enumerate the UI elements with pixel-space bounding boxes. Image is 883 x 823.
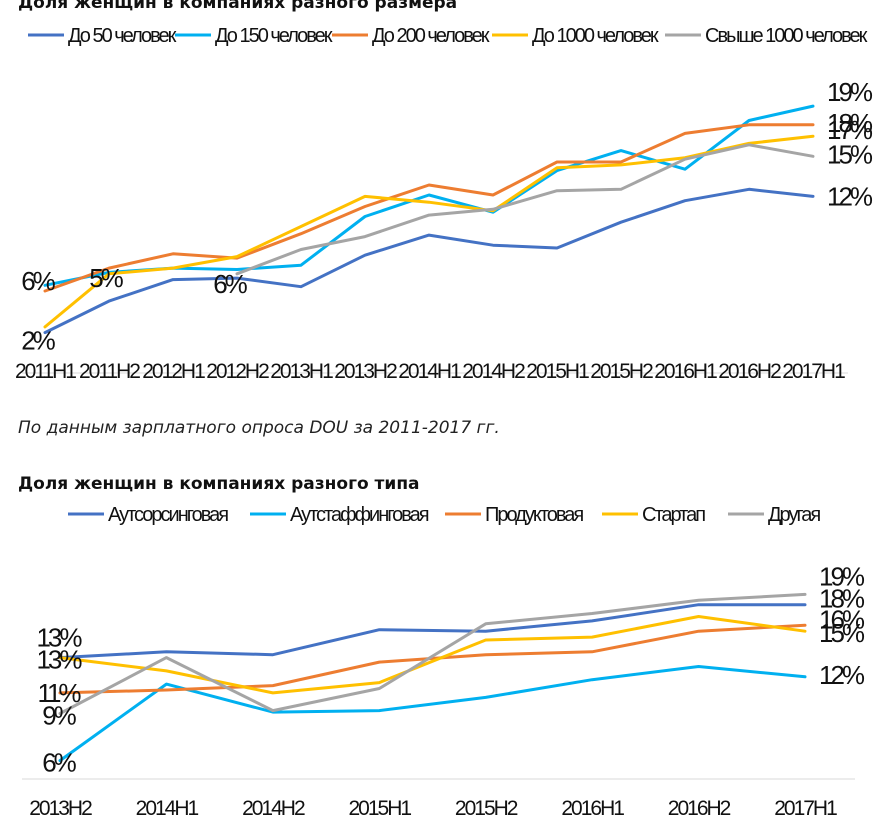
chart1-x-tick: 2017H1 [782,360,845,383]
chart2-data-label: 6% [42,748,76,778]
chart1-data-label: 18% [827,108,873,138]
chart2-data-label: 9% [42,701,76,731]
chart2-legend-label: Продуктовая [485,504,583,526]
chart1-data-label: 6% [21,266,55,296]
chart2-data-label: 13% [36,645,82,675]
chart2-data-label: 18% [819,584,865,614]
chart1-legend-label: До 1000 человек [532,25,659,47]
chart1-data-label: 15% [827,139,873,169]
chart2-x-tick: 2014H2 [242,797,305,820]
chart1-series-line [43,123,815,293]
chart1-x-tick: 2014H2 [462,360,525,383]
chart1-data-label: 12% [827,181,873,211]
chart2-legend-label: Аутсорсинговая [108,504,228,526]
chart1-x-tick: 2014H1 [398,360,461,383]
chart1-x-tick: 2016H2 [718,360,781,383]
chart1-data-label: 5% [89,263,123,293]
chart2-legend-label: Стартап [642,504,705,526]
chart2-legend-label: Другая [768,504,820,526]
chart2-series-line [58,592,807,715]
chart1-legend-label: До 150 человек [215,25,333,47]
chart1-title: Доля женщин в компаниях разного размера [18,0,458,13]
chart2-data-label: 12% [819,660,865,690]
chart2-x-tick: 2015H1 [349,797,412,820]
chart2-x-tick: 2016H2 [668,797,731,820]
chart1-x-tick: 2013H1 [270,360,333,383]
chart1-x-tick: 2016H1 [654,360,717,383]
chart1-x-tick: 2015H2 [590,360,653,383]
chart2-x-tick: 2017H1 [774,797,837,820]
chart1-legend-label: Свыше 1000 человек [705,25,868,47]
chart2-x-tick: 2014H1 [136,797,199,820]
chart1-x-tick: 2013H2 [334,360,397,383]
chart1-x-tick: 2011H2 [79,360,140,383]
source-note: По данным зарплатного опроса DOU за 2011… [18,418,500,438]
chart2-x-tick: 2015H2 [455,797,518,820]
chart1-data-label: 2% [21,326,55,356]
chart1-data-label: 17% [827,115,873,145]
chart1-x-tick: 2011H1 [15,360,76,383]
chart2-data-label: 13% [36,623,82,653]
chart2-data-label: 19% [819,561,865,591]
chart2-legend-label: Аутстаффинговая [290,504,429,526]
chart2-series-line [58,603,807,660]
chart1-x-tick: 2012H2 [206,360,269,383]
chart1-data-label: 19% [827,77,873,107]
chart1-data-label: 6% [213,269,247,299]
chart1-svg: 2011H1 2011H2 2012H1 2012H2 2013H1 2013H2 2014… [15,25,876,383]
chart2-series-line [58,665,807,763]
chart2-data-label: 15% [819,618,865,648]
chart2-data-label: 16% [819,604,865,634]
chart1-x-tick: 2012H1 [142,360,205,383]
chart2-series-line [58,623,807,695]
chart1-x-tick: 2015H1 [526,360,589,383]
chart2-x-tick: 2016H1 [561,797,624,820]
chart1-series-line [43,187,815,335]
chart1-legend-label: До 50 человек [68,25,177,47]
chart2-x-tick: 2013H2 [29,797,92,820]
chart1-legend-label: До 200 человек [372,25,490,47]
chart1-series-line [235,143,815,276]
chart2-data-label: 11% [37,678,81,708]
chart2-title: Доля женщин в компаниях разного типа [18,474,420,494]
chart2-series-line [58,615,807,695]
